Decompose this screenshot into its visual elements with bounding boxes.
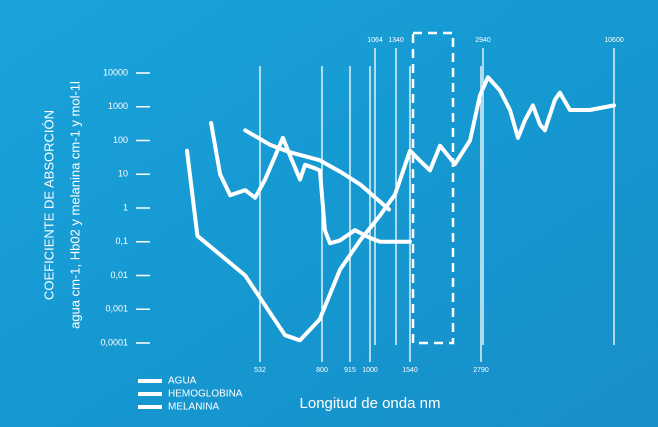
x-tick-label-top: 1064 <box>367 37 383 44</box>
x-tick-label-top: 1340 <box>388 37 404 44</box>
highlight-box <box>411 31 455 345</box>
x-tick-label-top: 2940 <box>475 37 491 44</box>
x-tick-label: 2790 <box>473 367 489 374</box>
x-tick-label: 1540 <box>402 367 418 374</box>
y-title: COEFICIENTE DE ABSORCIÓN <box>41 110 56 300</box>
y-tick-label: 0,0001 <box>100 337 128 347</box>
y-tick-label: 0,001 <box>105 304 128 314</box>
x-tick-label-top: 10600 <box>604 37 624 44</box>
x-tick-label: 1000 <box>362 367 378 374</box>
legend-label: HEMOGLOBINA <box>168 389 243 400</box>
y-tick-label: 0,01 <box>110 270 128 280</box>
y-tick-label: 100 <box>113 135 128 145</box>
x-tick-label: 532 <box>254 367 266 374</box>
y-tick-label: 10000 <box>103 67 128 77</box>
y-tick-label: 0,1 <box>115 236 128 246</box>
legend-label: MELANINA <box>168 402 219 413</box>
x-tick-label: 915 <box>344 367 356 374</box>
x-tick-label: 800 <box>316 367 328 374</box>
y-tick-label: 10 <box>118 169 128 179</box>
legend-swatch <box>138 379 162 383</box>
x-label: Longitud de onda nm <box>300 395 441 412</box>
y-tick-label: 1 <box>123 202 128 212</box>
line <box>185 75 616 343</box>
legend-swatch <box>138 392 162 396</box>
y-tick-label: 1000 <box>108 101 128 111</box>
line <box>243 128 391 212</box>
line <box>209 121 412 246</box>
legend-label: AGUA <box>168 376 197 387</box>
y-subtitle: agua cm-1, Hb02 y melanina cm-1 y mol-1l <box>67 81 82 329</box>
legend-swatch <box>138 405 162 409</box>
